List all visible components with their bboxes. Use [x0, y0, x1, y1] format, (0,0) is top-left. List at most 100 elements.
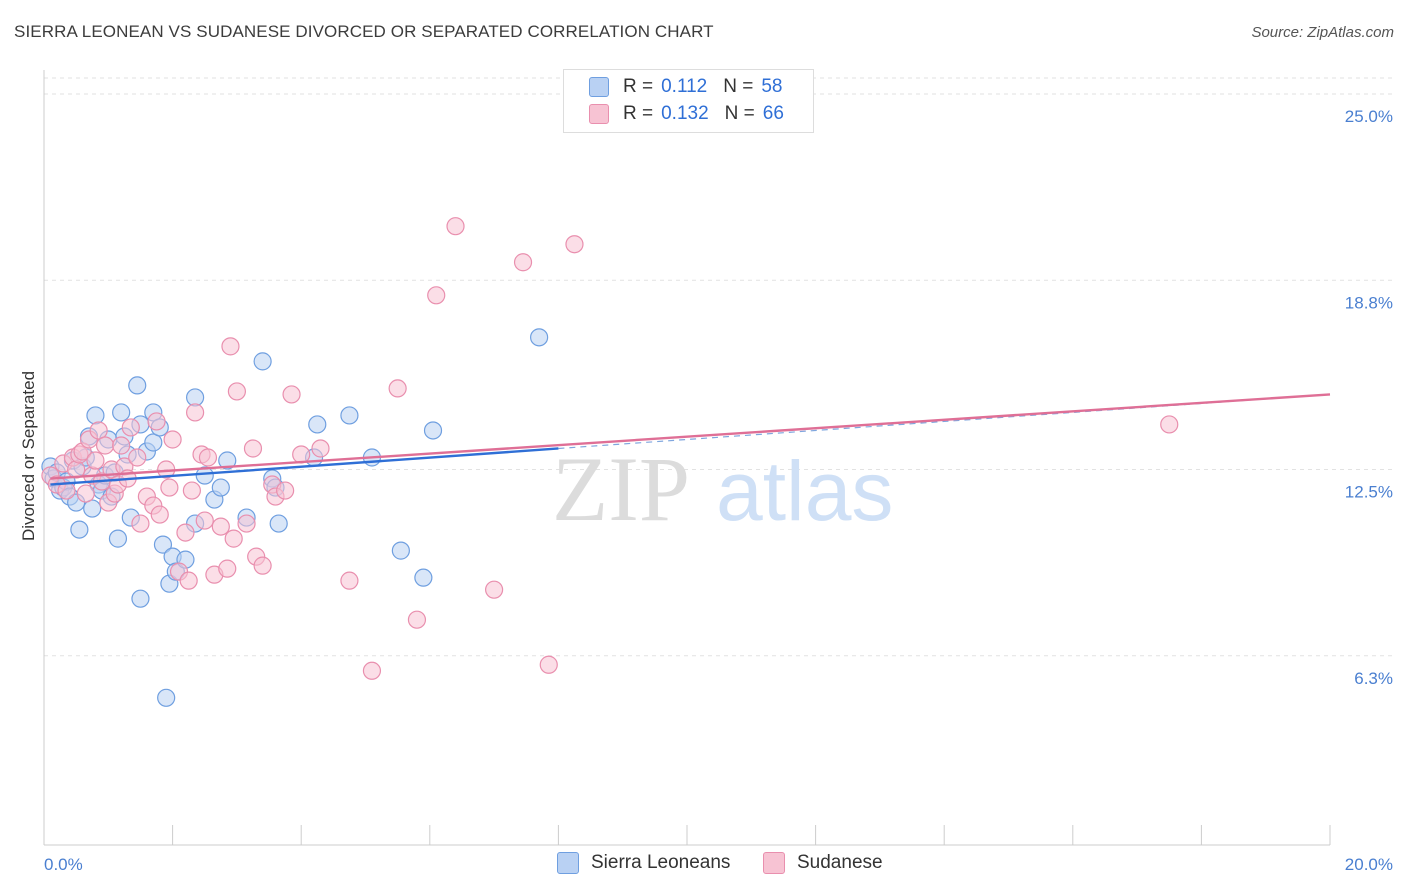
point-1-66	[1160, 415, 1179, 434]
point-1-22	[121, 418, 140, 437]
trend-sierra-leoneans	[50, 447, 559, 486]
point-1-30	[160, 478, 179, 497]
point-1-31	[163, 430, 182, 449]
point-1-63	[513, 253, 533, 272]
point-0-46	[253, 352, 272, 371]
point-1-60	[427, 286, 446, 305]
point-0-51	[308, 415, 327, 434]
point-1-11	[86, 451, 105, 470]
tick-labels: 6.3% 12.5% 18.8% 25.0% 0.0% 20.0%	[44, 107, 1393, 874]
point-1-19	[112, 436, 131, 455]
point-1-65	[565, 235, 584, 254]
watermark-zip: ZIP	[552, 438, 690, 540]
point-0-14	[86, 406, 105, 425]
point-1-61	[446, 217, 465, 236]
point-0-41	[195, 466, 214, 485]
watermark-atlas: atlas	[716, 444, 893, 538]
legend-r-value: 0.132	[661, 103, 709, 124]
point-1-56	[340, 571, 359, 590]
watermark: ZIP atlas	[552, 438, 893, 540]
point-1-55	[311, 439, 330, 458]
point-1-27	[147, 412, 166, 431]
point-1-57	[362, 661, 382, 680]
point-0-34	[157, 688, 176, 707]
point-1-64	[539, 655, 558, 674]
point-1-8	[76, 484, 95, 503]
point-1-36	[186, 403, 205, 422]
point-1-24	[131, 514, 150, 533]
point-0-22	[112, 403, 131, 422]
point-0-52	[340, 406, 359, 425]
chart-title: SIERRA LEONEAN VS SUDANESE DIVORCED OR S…	[14, 22, 714, 41]
legend: R = 0.112 N = 58 R = 0.132 N = 66	[563, 69, 814, 133]
legend-r-value: 0.112	[661, 76, 708, 97]
point-1-23	[128, 448, 147, 467]
point-0-43	[211, 478, 230, 497]
legend-r-label: R =	[623, 103, 654, 124]
point-1-47	[243, 439, 263, 458]
legend-n-label: N =	[724, 103, 755, 124]
point-1-39	[198, 448, 218, 467]
point-1-38	[195, 511, 214, 530]
legend-n-value: 66	[762, 103, 784, 124]
series-0	[41, 328, 549, 707]
axes	[43, 70, 1331, 846]
x-tick-label-1: 20.0%	[1345, 855, 1393, 874]
point-1-49	[253, 556, 272, 575]
point-1-14	[95, 436, 115, 455]
trend-sudanese	[50, 393, 1331, 480]
point-1-33	[176, 523, 195, 542]
legend-row-sierra-leoneans: R = 0.112 N = 58	[589, 75, 783, 99]
point-1-45	[227, 382, 246, 401]
trend-sierra-leoneans-extrapolated	[558, 393, 1331, 450]
legend-n-label: N =	[723, 76, 754, 97]
point-1-42	[218, 559, 237, 578]
bottom-legend-swatch-sierra-leoneans	[557, 852, 579, 874]
point-0-33	[153, 535, 173, 554]
point-0-54	[391, 541, 410, 560]
legend-swatch-sierra-leoneans	[589, 77, 609, 97]
point-1-62	[485, 580, 504, 599]
point-1-41	[211, 517, 230, 536]
source-label: Source: ZipAtlas.com	[1251, 24, 1394, 41]
point-1-44	[224, 529, 243, 548]
y-tick-label-1: 12.5%	[1345, 483, 1393, 502]
point-1-58	[388, 379, 407, 398]
point-1-3	[57, 481, 76, 500]
point-0-31	[144, 433, 163, 452]
y-tick-label-0: 6.3%	[1354, 669, 1393, 688]
point-1-59	[407, 610, 427, 629]
point-0-21	[108, 529, 128, 548]
bottom-legend-sudanese: Sudanese	[763, 852, 883, 874]
legend-swatch-sudanese	[589, 104, 609, 124]
legend-row-sudanese: R = 0.132 N = 66	[589, 102, 784, 126]
point-1-46	[237, 514, 256, 533]
point-0-55	[414, 568, 433, 587]
bottom-legend-label: Sudanese	[797, 852, 883, 873]
y-tick-label-3: 25.0%	[1345, 107, 1393, 126]
point-1-34	[179, 571, 198, 590]
point-1-35	[182, 481, 201, 500]
point-1-28	[150, 505, 169, 524]
point-1-43	[221, 337, 240, 356]
point-1-54	[292, 445, 311, 464]
y-axis-label: Divorced or Separated	[19, 371, 38, 541]
legend-r-label: R =	[623, 76, 654, 97]
point-0-49	[269, 514, 288, 533]
point-1-12	[89, 421, 108, 440]
bottom-legend-swatch-sudanese	[763, 852, 785, 874]
x-tick-label-0: 0.0%	[44, 855, 83, 874]
point-0-9	[70, 520, 89, 539]
point-0-26	[128, 376, 147, 395]
grid-lines	[44, 77, 1392, 657]
bottom-legend-sierra-leoneans: Sierra Leoneans	[557, 852, 730, 874]
point-0-27	[131, 589, 150, 608]
trend-lines	[50, 393, 1331, 486]
bottom-legend-label: Sierra Leoneans	[591, 852, 731, 873]
point-1-52	[276, 481, 295, 500]
point-0-56	[423, 421, 443, 440]
point-0-44	[218, 451, 237, 470]
point-1-53	[282, 385, 301, 404]
point-0-57	[530, 328, 549, 347]
